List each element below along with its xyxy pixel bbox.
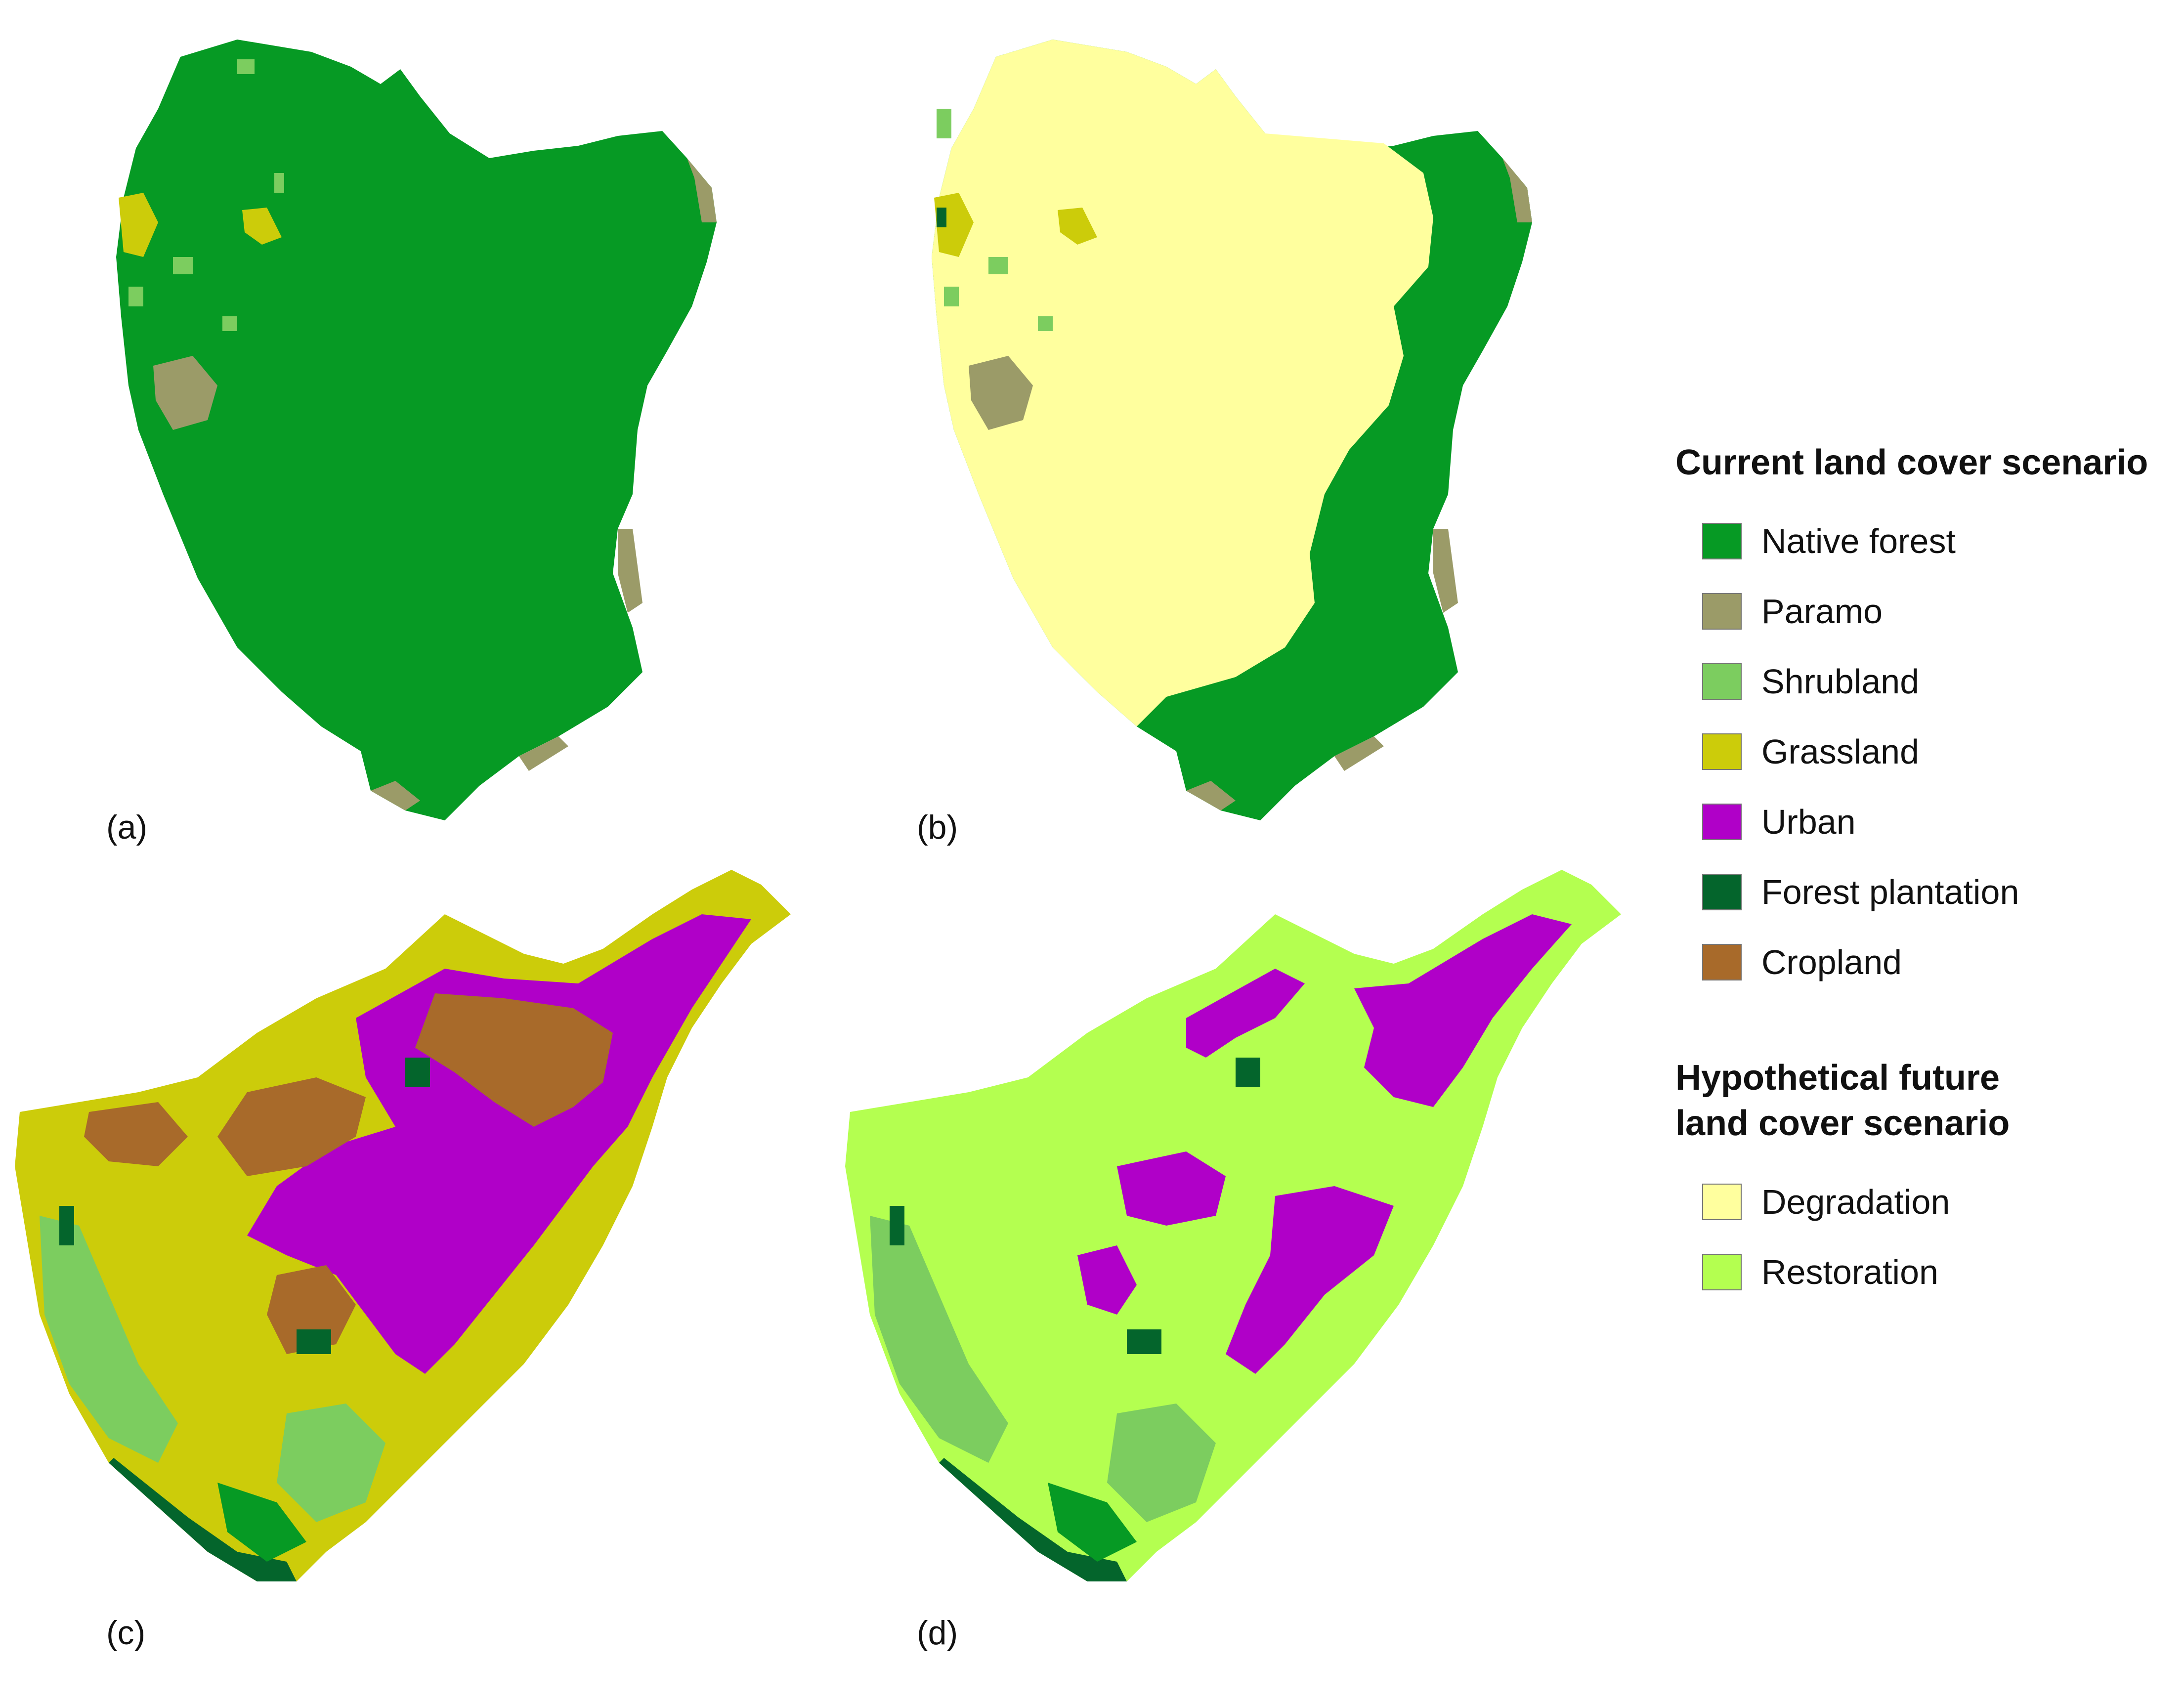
paramo-edge: [519, 736, 568, 771]
grassland-patch: [242, 208, 282, 245]
forest-plantation-patch: [890, 1206, 904, 1245]
legend-swatch: [1702, 733, 1742, 770]
paramo-patch: [153, 356, 217, 430]
legend-swatch: [1702, 593, 1742, 630]
shrubland-area: [1107, 1404, 1216, 1522]
urban-area: [1226, 1186, 1394, 1374]
legend-item-forest-plantation: Forest plantation: [1675, 857, 2175, 927]
legend-item-urban: Urban: [1675, 787, 2175, 857]
paramo-edge: [1502, 158, 1532, 222]
urban-area: [1354, 914, 1572, 1107]
urban-area: [1117, 1151, 1226, 1226]
paramo-edge: [371, 781, 420, 810]
urban-area: [1077, 1245, 1137, 1315]
legend-future-scenario: Hypothetical future land cover scenario …: [1675, 1055, 2175, 1307]
legend-swatch: [1702, 944, 1742, 980]
legend-label: Restoration: [1761, 1253, 1938, 1291]
grassland-patch: [1058, 208, 1097, 245]
paramo-edge: [1186, 781, 1236, 810]
legend-label: Forest plantation: [1761, 873, 2019, 911]
legend-item-paramo: Paramo: [1675, 576, 2175, 646]
shrubland-patch: [944, 287, 959, 306]
legend-label: Native forest: [1761, 522, 1956, 560]
legend-swatch: [1702, 874, 1742, 910]
forest-plantation-area: [109, 1458, 297, 1581]
legend-label: Degradation: [1761, 1183, 1950, 1221]
legend-item-shrubland: Shrubland: [1675, 646, 2175, 717]
legend-item-degradation: Degradation: [1675, 1167, 2175, 1237]
panel-label-d: (d): [917, 1614, 958, 1652]
urban-area: [247, 914, 751, 1374]
legend-swatch: [1702, 663, 1742, 700]
catchment-outline: [116, 40, 717, 820]
shrubland-area: [870, 1216, 1008, 1463]
cropland-area: [217, 1077, 366, 1176]
shrubland-patch: [222, 316, 237, 331]
legend-label: Cropland: [1761, 943, 1902, 981]
cropland-area: [267, 1265, 356, 1354]
shrubland-patch: [128, 287, 143, 306]
degradation-zone: [932, 40, 1433, 726]
native-forest-area: [217, 1483, 306, 1562]
paramo-patch: [969, 356, 1033, 430]
shrubland-patch: [1038, 316, 1053, 331]
legend-swatch: [1702, 1254, 1742, 1290]
shrubland-patch: [237, 59, 255, 74]
forest-plantation-patch: [405, 1058, 430, 1087]
map-c-current-lower: [10, 870, 801, 1700]
legend-label: Grassland: [1761, 732, 1920, 771]
legend-swatch: [1702, 1184, 1742, 1220]
legend-title-line1: Hypothetical future: [1675, 1058, 2000, 1098]
cropland-area: [415, 993, 613, 1127]
forest-plantation-patch: [297, 1329, 331, 1354]
forest-plantation-patch: [1236, 1058, 1260, 1087]
legend-swatch: [1702, 523, 1742, 559]
forest-plantation-patch: [59, 1206, 74, 1245]
legend-label: Urban: [1761, 803, 1856, 841]
map-a-current-upper: [74, 10, 741, 830]
legend-label: Paramo: [1761, 592, 1883, 631]
forest-plantation-patch: [1127, 1329, 1161, 1354]
shrubland-patch: [988, 257, 1008, 274]
legend-item-restoration: Restoration: [1675, 1237, 2175, 1307]
map-b-future-upper: [890, 10, 1557, 830]
shrubland-patch: [274, 173, 284, 193]
forest-plantation-patch: [937, 208, 946, 227]
legend-item-cropland: Cropland: [1675, 927, 2175, 997]
legend-current-scenario: Current land cover scenario Native fores…: [1675, 440, 2175, 997]
urban-area: [1186, 969, 1305, 1058]
panel-label-c: (c): [106, 1614, 146, 1652]
legend-item-grassland: Grassland: [1675, 717, 2175, 787]
legend-title: Current land cover scenario: [1675, 443, 2148, 482]
legend-title-line2: land cover scenario: [1675, 1104, 2010, 1143]
paramo-edge: [1334, 736, 1384, 771]
shrubland-patch: [937, 109, 951, 138]
panel-label-b: (b): [917, 809, 958, 846]
shrubland-area: [277, 1404, 385, 1522]
legend-item-native-forest: Native forest: [1675, 506, 2175, 576]
cropland-area: [84, 1102, 188, 1166]
legend-label: Shrubland: [1761, 662, 1920, 701]
paramo-edge: [1433, 529, 1458, 613]
shrubland-patch: [173, 257, 193, 274]
forest-plantation-area: [939, 1458, 1127, 1581]
shrubland-area: [40, 1216, 178, 1463]
map-d-future-lower: [840, 870, 1631, 1700]
native-forest-area: [1048, 1483, 1137, 1562]
grassland-patch: [119, 193, 158, 257]
legend-swatch: [1702, 804, 1742, 840]
paramo-edge: [687, 158, 717, 222]
paramo-edge: [618, 529, 642, 613]
panel-label-a: (a): [106, 809, 148, 846]
